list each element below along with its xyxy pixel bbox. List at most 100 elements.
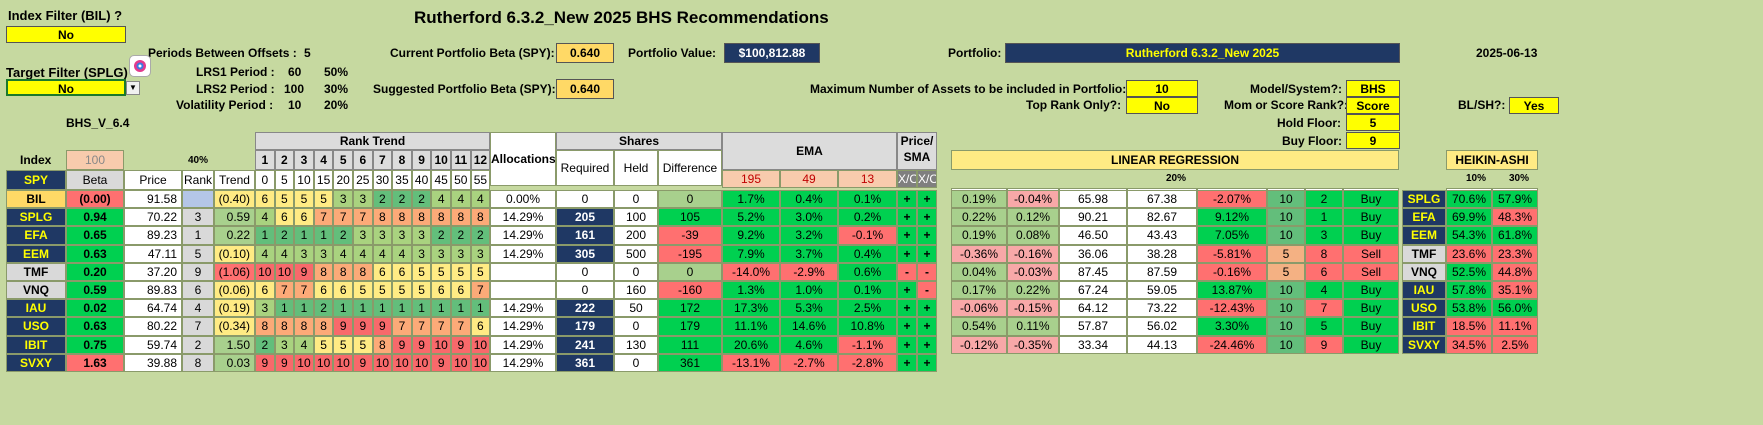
- rank-trend-cell: 8: [431, 208, 451, 227]
- price-value: 70.22: [124, 208, 182, 227]
- rank-trend-cell: 4: [294, 335, 314, 354]
- score-value: 10: [1267, 208, 1305, 227]
- buy-floor-value[interactable]: 9: [1346, 132, 1400, 149]
- copilot-icon[interactable]: [129, 55, 151, 77]
- index-filter-select[interactable]: No: [6, 26, 126, 43]
- crossover-indicator: +: [897, 281, 917, 300]
- rank-trend-cell: 1: [353, 299, 373, 318]
- rank-trend-offset: 30: [372, 170, 393, 190]
- ha5-value: 48.3%: [1492, 208, 1538, 227]
- rank-trend-cell: 5: [411, 262, 432, 281]
- rank-trend-cell: 2: [372, 190, 393, 209]
- buy-floor-label: Buy Floor:: [1282, 134, 1342, 148]
- rank-trend-cell: 3: [274, 335, 295, 354]
- ha8-value: 54.3%: [1446, 226, 1492, 245]
- allocation-value: [490, 262, 556, 281]
- crossover-indicator: -: [897, 262, 917, 281]
- rank-trend-cell: 4: [274, 244, 295, 263]
- trend-value: (0.10): [214, 244, 255, 263]
- convolution-value: 87.59: [1127, 262, 1197, 281]
- rank-trend-cell: 4: [255, 208, 275, 227]
- difference-value: 361: [658, 353, 722, 372]
- rank-trend-cell: 10: [470, 353, 491, 372]
- rank-trend-cell: 1: [274, 299, 295, 318]
- ha5-value: 61.8%: [1492, 226, 1538, 245]
- ha5-value: 35.1%: [1492, 281, 1538, 300]
- required-shares: 161: [556, 226, 614, 245]
- convolution-value: 43.43: [1127, 226, 1197, 245]
- price-value: 89.83: [124, 281, 182, 300]
- ema-value: 11.1%: [722, 317, 780, 336]
- rank-trend-cell: 9: [431, 353, 451, 372]
- projection-value: 46.50: [1059, 226, 1127, 245]
- hold-floor-value[interactable]: 5: [1346, 114, 1400, 131]
- lr-rank-value: 5: [1305, 317, 1343, 336]
- projection-value: 64.12: [1059, 299, 1127, 318]
- price-value: 59.74: [124, 335, 182, 354]
- lrs2-label: LRS2 Period :: [196, 82, 275, 96]
- lrs2-value: 100: [284, 82, 305, 96]
- rank-trend-cell: 7: [353, 208, 373, 227]
- ema-value: 0.4%: [838, 244, 897, 263]
- max-assets-value[interactable]: 10: [1126, 80, 1198, 97]
- trend-value: 0.03: [214, 353, 255, 372]
- date: 2025-06-13: [1476, 46, 1538, 60]
- allocation-value: 14.29%: [490, 317, 556, 336]
- rank-value: 2: [182, 335, 214, 354]
- rank-trend-period: 4: [313, 150, 334, 170]
- lrs-value: 0.17%: [951, 281, 1007, 300]
- rank-trend-cell: 9: [411, 335, 432, 354]
- rank-trend-cell: 3: [470, 244, 491, 263]
- chevron-down-icon[interactable]: ▼: [126, 81, 140, 95]
- rank-trend-cell: 4: [431, 190, 451, 209]
- trend-value: 0.22: [214, 226, 255, 245]
- convolution-value: 59.05: [1127, 281, 1197, 300]
- convolution-value: 73.22: [1127, 299, 1197, 318]
- rank-trend-cell: 7: [274, 281, 295, 300]
- ticker-symbol: IAU: [6, 299, 66, 318]
- projection-value: 57.87: [1059, 317, 1127, 336]
- position-value: Buy: [1343, 226, 1399, 245]
- ticker-symbol: TMF: [6, 262, 66, 281]
- rank-trend-cell: 10: [294, 353, 314, 372]
- ema-value: 1.0%: [780, 281, 838, 300]
- crossover-indicator: +: [917, 208, 937, 227]
- proj-conv-value: -12.43%: [1197, 299, 1267, 318]
- blsh-value[interactable]: Yes: [1509, 97, 1559, 114]
- rank-trend-cell: 7: [294, 281, 314, 300]
- rank-trend-cell: 5: [470, 262, 491, 281]
- ema-value: 7.9%: [722, 244, 780, 263]
- portfolio-label: Portfolio:: [948, 46, 1002, 60]
- rank-trend-cell: 7: [313, 208, 334, 227]
- convolution-value: 82.67: [1127, 208, 1197, 227]
- model-value[interactable]: BHS: [1346, 80, 1400, 97]
- rank-trend-cell: 8: [255, 317, 275, 336]
- lrs-value: 0.19%: [951, 226, 1007, 245]
- target-filter-select[interactable]: No: [6, 79, 126, 96]
- beta-value: 0.02: [66, 299, 124, 318]
- rank-trend-cell: 8: [333, 262, 353, 281]
- top-rank-value[interactable]: No: [1126, 97, 1198, 114]
- vol-pct: 20%: [324, 98, 349, 112]
- rank-trend-cell: 1: [294, 226, 314, 245]
- rank-trend-cell: 9: [274, 353, 295, 372]
- periods-value: 5: [304, 46, 311, 60]
- blsh-label: BL/SH?:: [1458, 98, 1506, 112]
- ema-value: 3.7%: [780, 244, 838, 263]
- ema-49-header: 49: [780, 170, 838, 188]
- ema-value: 9.2%: [722, 226, 780, 245]
- proj-conv-value: -5.81%: [1197, 244, 1267, 263]
- difference-value: 111: [658, 335, 722, 354]
- ticker-symbol-ha: TMF: [1402, 244, 1446, 263]
- held-shares: 0: [614, 317, 658, 336]
- rank-trend-cell: 4: [372, 244, 393, 263]
- lrs-value: 0.11%: [1007, 317, 1059, 336]
- convolution-value: 56.02: [1127, 317, 1197, 336]
- rank-trend-cell: 10: [411, 353, 432, 372]
- position-value: Sell: [1343, 262, 1399, 281]
- mom-score-value[interactable]: Score: [1346, 97, 1400, 114]
- rank-trend-period: 12: [470, 150, 491, 170]
- rank-value: 1: [182, 226, 214, 245]
- projection-value: 36.06: [1059, 244, 1127, 263]
- held-shares: 100: [614, 208, 658, 227]
